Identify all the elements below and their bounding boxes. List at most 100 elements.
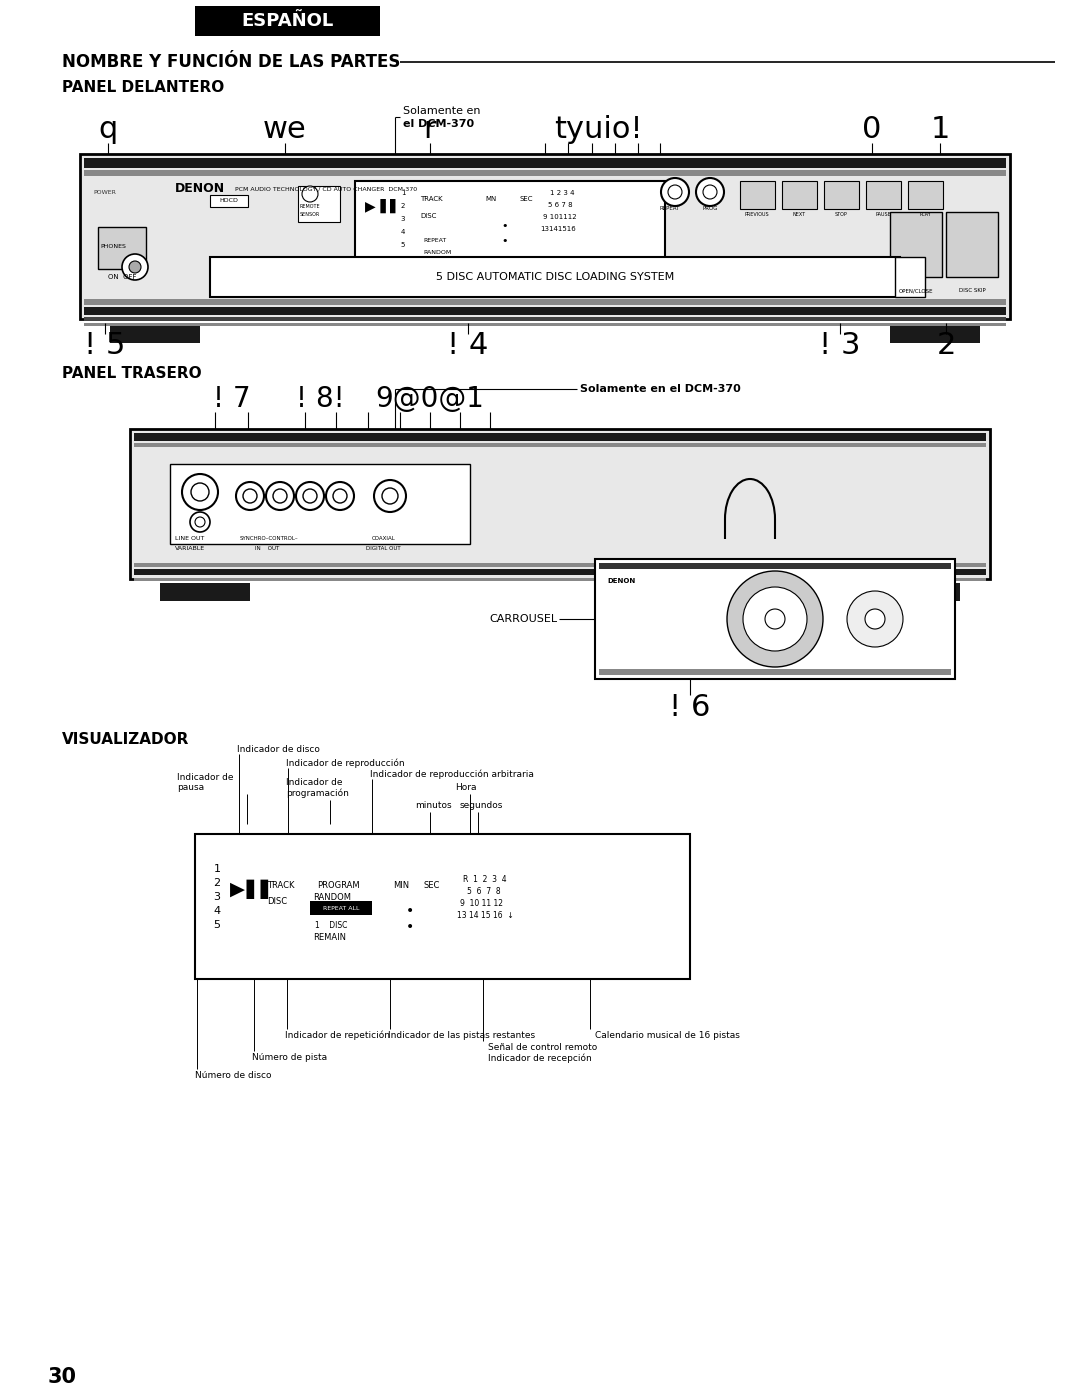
Circle shape xyxy=(374,480,406,512)
Bar xyxy=(890,213,942,277)
Text: POWER: POWER xyxy=(93,189,116,194)
Text: REMOTE: REMOTE xyxy=(299,203,321,208)
Text: 1: 1 xyxy=(401,190,405,196)
Text: Indicador de las pistas restantes: Indicador de las pistas restantes xyxy=(388,1031,535,1039)
Bar xyxy=(130,429,990,579)
Text: Número de pista: Número de pista xyxy=(252,1053,327,1062)
Text: PANEL DELANTERO: PANEL DELANTERO xyxy=(62,80,225,95)
Text: PCM AUDIO TECHNOLOGY / CD AUTO CHANGER  DCM-370: PCM AUDIO TECHNOLOGY / CD AUTO CHANGER D… xyxy=(235,186,417,192)
Text: ESPAÑOL: ESPAÑOL xyxy=(241,13,334,29)
Bar xyxy=(134,578,986,581)
Circle shape xyxy=(661,178,689,206)
Text: SEC: SEC xyxy=(423,880,440,890)
Text: •: • xyxy=(502,221,509,231)
Circle shape xyxy=(333,490,347,504)
Text: REPEAT: REPEAT xyxy=(660,207,680,211)
Bar xyxy=(210,257,900,297)
Bar xyxy=(210,194,248,207)
Text: TRACK: TRACK xyxy=(420,196,443,201)
Text: OPEN/CLOSE: OPEN/CLOSE xyxy=(899,288,933,294)
Text: PREVIOUS: PREVIOUS xyxy=(745,213,769,217)
Text: LINE OUT: LINE OUT xyxy=(175,536,204,541)
Text: Indicador de repetición: Indicador de repetición xyxy=(285,1031,390,1041)
Circle shape xyxy=(727,571,823,667)
Bar xyxy=(740,180,775,208)
Text: Solamente en el DCM-370: Solamente en el DCM-370 xyxy=(580,383,741,395)
Circle shape xyxy=(669,185,681,199)
Circle shape xyxy=(696,178,724,206)
Text: we: we xyxy=(264,115,307,144)
Bar xyxy=(870,583,960,602)
Text: VARIABLE: VARIABLE xyxy=(175,546,205,550)
Text: TRACK: TRACK xyxy=(267,880,295,890)
Bar xyxy=(866,180,901,208)
Text: ▐▐: ▐▐ xyxy=(375,199,395,213)
Bar xyxy=(80,154,1010,319)
Circle shape xyxy=(382,488,399,504)
Circle shape xyxy=(303,490,318,504)
Text: 2: 2 xyxy=(401,203,405,208)
Bar xyxy=(824,180,859,208)
Text: 4: 4 xyxy=(214,907,220,916)
Text: 1: 1 xyxy=(214,865,220,874)
Text: STOP: STOP xyxy=(835,213,848,217)
Bar xyxy=(134,569,986,575)
Text: DISC: DISC xyxy=(420,213,436,220)
Text: SENSOR: SENSOR xyxy=(300,211,320,217)
Text: ON  OFF: ON OFF xyxy=(108,274,136,280)
Bar xyxy=(310,901,372,915)
Text: REPEAT ALL: REPEAT ALL xyxy=(323,905,360,911)
Bar xyxy=(98,227,146,269)
Bar xyxy=(895,257,924,297)
Text: Hora: Hora xyxy=(455,783,476,792)
Circle shape xyxy=(237,483,264,511)
Bar xyxy=(595,560,955,679)
Circle shape xyxy=(195,518,205,527)
Circle shape xyxy=(765,609,785,630)
Text: Solamente en: Solamente en xyxy=(403,106,481,116)
Text: SYNCHRO–CONTROL–: SYNCHRO–CONTROL– xyxy=(240,536,299,541)
Text: MN: MN xyxy=(485,196,496,201)
Text: NOMBRE Y FUNCIÓN DE LAS PARTES: NOMBRE Y FUNCIÓN DE LAS PARTES xyxy=(62,53,401,71)
Bar xyxy=(170,464,470,544)
Bar xyxy=(84,306,1005,315)
Text: Indicador de reproducción arbitraria: Indicador de reproducción arbitraria xyxy=(370,769,534,779)
Text: •: • xyxy=(406,921,414,935)
Text: 13141516: 13141516 xyxy=(540,227,576,232)
Text: •: • xyxy=(406,904,414,918)
Bar xyxy=(890,323,980,343)
Bar xyxy=(134,562,986,567)
Text: 3: 3 xyxy=(401,215,405,222)
Circle shape xyxy=(865,609,885,630)
Text: DISC SKIP: DISC SKIP xyxy=(959,288,985,294)
Text: 9@0@1: 9@0@1 xyxy=(376,385,485,413)
Text: ! 8!: ! 8! xyxy=(296,385,345,413)
Circle shape xyxy=(129,262,141,273)
Text: el DCM-370: el DCM-370 xyxy=(403,119,474,129)
Text: segundos: segundos xyxy=(460,802,503,810)
Text: Señal de control remoto
Indicador de recepción: Señal de control remoto Indicador de rec… xyxy=(488,1044,597,1063)
Text: 9  10 11 12: 9 10 11 12 xyxy=(460,898,503,908)
Bar xyxy=(599,669,951,674)
Circle shape xyxy=(243,490,257,504)
Text: 5 DISC AUTOMATIC DISC LOADING SYSTEM: 5 DISC AUTOMATIC DISC LOADING SYSTEM xyxy=(436,271,674,283)
Text: 4: 4 xyxy=(401,229,405,235)
Bar xyxy=(110,323,200,343)
Text: 30: 30 xyxy=(48,1367,77,1386)
Text: ! 3: ! 3 xyxy=(820,332,861,361)
Text: MIN: MIN xyxy=(393,880,409,890)
Text: PAUSE: PAUSE xyxy=(875,213,891,217)
Text: ! 5: ! 5 xyxy=(84,332,125,361)
Text: IN    OUT: IN OUT xyxy=(255,546,280,550)
Text: 3: 3 xyxy=(214,893,220,902)
Text: R  1  2  3  4: R 1 2 3 4 xyxy=(463,874,507,884)
Text: ▶: ▶ xyxy=(365,199,376,213)
Text: Indicador de
pausa: Indicador de pausa xyxy=(177,772,233,792)
Text: PHONES: PHONES xyxy=(100,245,126,249)
Text: 1    DISC: 1 DISC xyxy=(315,921,348,929)
Text: VISUALIZADOR: VISUALIZADOR xyxy=(62,732,189,747)
Text: DENON: DENON xyxy=(175,182,225,196)
Text: REPEAT: REPEAT xyxy=(423,238,446,243)
Text: ! 6: ! 6 xyxy=(670,693,711,722)
Circle shape xyxy=(703,185,717,199)
